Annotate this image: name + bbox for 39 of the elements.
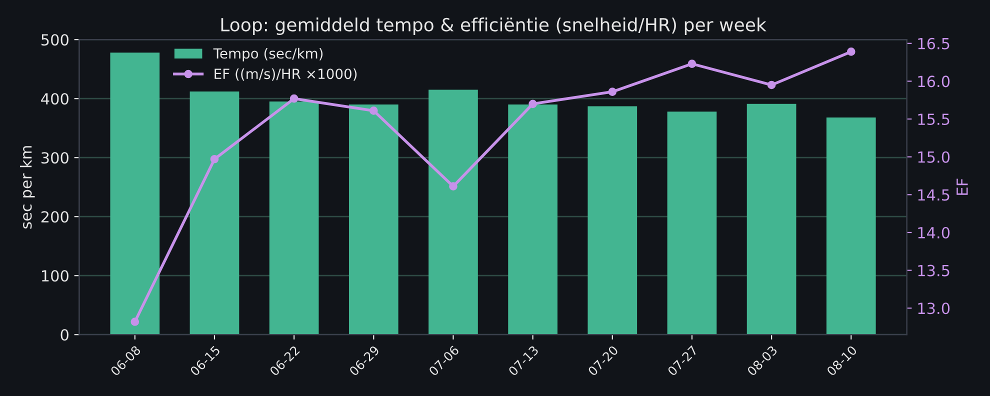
y-axis-title: sec per km xyxy=(20,146,35,229)
y2-tick-label: 16.0 xyxy=(918,76,950,88)
y2-tick-label: 15.5 xyxy=(918,114,950,126)
point xyxy=(130,318,140,326)
y2-tick-label: 14.5 xyxy=(918,189,950,201)
bar xyxy=(826,117,876,335)
bar xyxy=(667,112,717,335)
y-tick-label: 500 xyxy=(41,34,68,46)
point xyxy=(290,94,298,103)
y2-tick-label: 15.0 xyxy=(918,151,950,163)
y-tick-label: 100 xyxy=(42,270,68,282)
bar xyxy=(508,104,558,335)
point xyxy=(846,48,856,56)
y-tick-label: 400 xyxy=(41,93,68,105)
bar xyxy=(428,90,478,335)
point xyxy=(369,106,378,115)
y2-tick-label: 16.5 xyxy=(918,38,950,50)
legend-label: EF ((m/s)/HR ×1000) xyxy=(214,68,357,81)
bar xyxy=(588,106,638,335)
bar xyxy=(110,52,160,335)
point xyxy=(210,154,219,164)
y-tick-label: 300 xyxy=(41,152,68,164)
y-tick-label: 0 xyxy=(60,329,68,341)
point xyxy=(608,88,617,96)
bar xyxy=(269,102,319,335)
point xyxy=(528,100,537,108)
y2-axis-title: EF xyxy=(956,178,968,195)
chart-title: Loop: gemiddeld tempo & efficiëntie (snelheid/HR) per week xyxy=(221,18,766,36)
point xyxy=(767,80,776,90)
point xyxy=(688,60,696,68)
y-tick-label: 200 xyxy=(41,211,68,223)
bar xyxy=(190,92,240,335)
point xyxy=(449,182,458,191)
y2-tick-label: 13.0 xyxy=(918,302,950,314)
y2-tick-label: 13.5 xyxy=(918,264,950,276)
bar xyxy=(746,104,796,335)
bar xyxy=(348,104,398,335)
legend-label: Tempo (sec/km) xyxy=(213,48,323,62)
y2-tick-label: 14.0 xyxy=(918,226,950,239)
